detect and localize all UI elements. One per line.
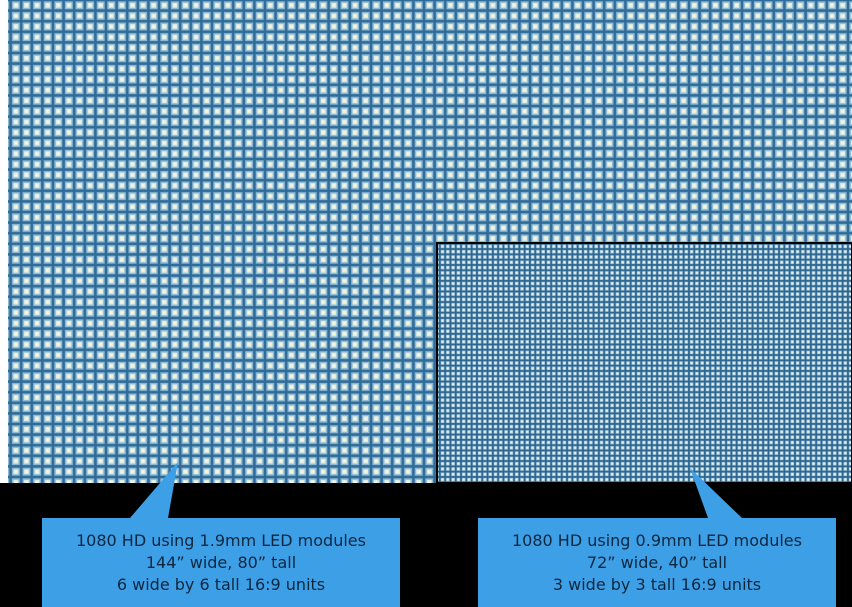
callout-line: 144” wide, 80” tall [42,552,400,574]
led-illustration [0,0,852,607]
page: 1080 HD using 1.9mm LED modules 144” wid… [0,0,852,607]
callout-line: 72” wide, 40” tall [478,552,836,574]
callout: 1080 HD using 1.9mm LED modules 144” wid… [42,518,400,607]
callout-line: 6 wide by 6 tall 16:9 units [42,574,400,596]
callout-line: 3 wide by 3 tall 16:9 units [478,574,836,596]
callout: 1080 HD using 0.9mm LED modules 72” wide… [478,518,836,607]
fine-led-grid [437,243,852,483]
margin [0,0,8,483]
callout-line: 1080 HD using 0.9mm LED modules [478,530,836,552]
callout-line: 1080 HD using 1.9mm LED modules [42,530,400,552]
